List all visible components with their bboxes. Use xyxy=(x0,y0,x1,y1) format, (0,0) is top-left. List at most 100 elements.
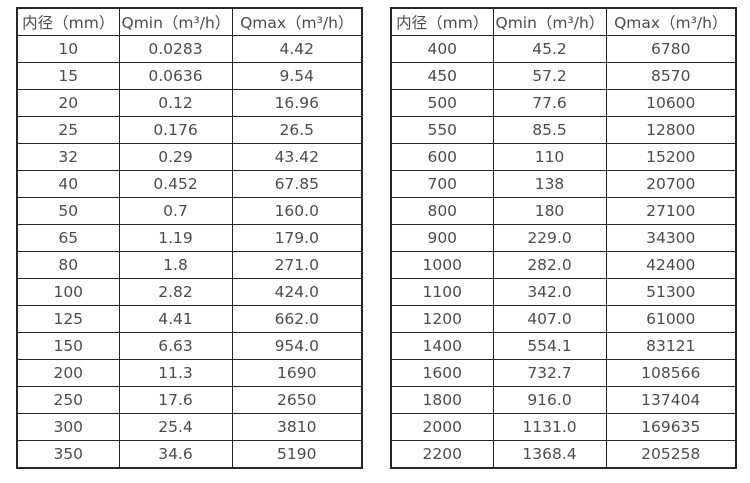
table-cell: 11.3 xyxy=(118,359,233,387)
table-cell: 0.0636 xyxy=(118,62,233,90)
table-cell: 34300 xyxy=(605,224,737,252)
table-row: 900 229.0 34300 xyxy=(390,224,737,252)
table-cell: 42400 xyxy=(605,251,737,279)
table-cell: 85.5 xyxy=(492,116,607,144)
table-cell: 250 xyxy=(16,386,120,414)
table-cell: 179.0 xyxy=(231,224,363,252)
table-cell: 4.42 xyxy=(231,35,363,63)
flow-spec-table-large-diameters: 内径（mm） Qmin（m³/h） Qmax（m³/h） 400 45.2 6780 45… xyxy=(390,7,737,469)
table-row: 25 0.176 26.5 xyxy=(16,116,363,144)
table-cell: 34.6 xyxy=(118,440,233,469)
table-cell: 424.0 xyxy=(231,278,363,306)
flow-spec-tables: 内径（mm） Qmin（m³/h） Qmax（m³/h） 10 0.0283 4.42 1… xyxy=(16,7,737,469)
table-cell: 2000 xyxy=(390,413,494,441)
table-cell: 108566 xyxy=(605,359,737,387)
table-cell: 1100 xyxy=(390,278,494,306)
table-cell: 27100 xyxy=(605,197,737,225)
table-cell: 2.82 xyxy=(118,278,233,306)
table-cell: 2650 xyxy=(231,386,363,414)
table-cell: 0.0283 xyxy=(118,35,233,63)
table-cell: 500 xyxy=(390,89,494,117)
table-cell: 57.2 xyxy=(492,62,607,90)
table-cell: 83121 xyxy=(605,332,737,360)
table-cell: 662.0 xyxy=(231,305,363,333)
table-cell: 350 xyxy=(16,440,120,469)
table-row: 300 25.4 3810 xyxy=(16,413,363,441)
column-header: Qmin（m³/h） xyxy=(492,7,607,36)
table-cell: 732.7 xyxy=(492,359,607,387)
table-cell: 40 xyxy=(16,170,120,198)
table-cell: 6780 xyxy=(605,35,737,63)
table-row: 450 57.2 8570 xyxy=(390,62,737,90)
table-cell: 125 xyxy=(16,305,120,333)
table-row: 32 0.29 43.42 xyxy=(16,143,363,171)
table-row: 350 34.6 5190 xyxy=(16,440,363,469)
table-row: 550 85.5 12800 xyxy=(390,116,737,144)
table-cell: 3810 xyxy=(231,413,363,441)
table-cell: 1131.0 xyxy=(492,413,607,441)
table-cell: 51300 xyxy=(605,278,737,306)
table-cell: 150 xyxy=(16,332,120,360)
table-cell: 0.29 xyxy=(118,143,233,171)
table-cell: 6.63 xyxy=(118,332,233,360)
table-cell: 10600 xyxy=(605,89,737,117)
table-cell: 100 xyxy=(16,278,120,306)
table-cell: 2200 xyxy=(390,440,494,469)
table-row: 600 110 15200 xyxy=(390,143,737,171)
column-header: 内径（mm） xyxy=(390,7,494,36)
table-cell: 169635 xyxy=(605,413,737,441)
table-cell: 180 xyxy=(492,197,607,225)
table-row: 150 6.63 954.0 xyxy=(16,332,363,360)
table-cell: 916.0 xyxy=(492,386,607,414)
table-cell: 25.4 xyxy=(118,413,233,441)
table-row: 100 2.82 424.0 xyxy=(16,278,363,306)
table-row: 65 1.19 179.0 xyxy=(16,224,363,252)
table-cell: 1800 xyxy=(390,386,494,414)
table-cell: 205258 xyxy=(605,440,737,469)
table-row: 800 180 27100 xyxy=(390,197,737,225)
table-cell: 954.0 xyxy=(231,332,363,360)
table-row: 1600 732.7 108566 xyxy=(390,359,737,387)
table-row: 15 0.0636 9.54 xyxy=(16,62,363,90)
table-cell: 1.19 xyxy=(118,224,233,252)
table-cell: 0.7 xyxy=(118,197,233,225)
table-cell: 4.41 xyxy=(118,305,233,333)
table-cell: 550 xyxy=(390,116,494,144)
table-row: 10 0.0283 4.42 xyxy=(16,35,363,63)
table-cell: 138 xyxy=(492,170,607,198)
column-header: Qmax（m³/h） xyxy=(605,7,737,36)
table-cell: 9.54 xyxy=(231,62,363,90)
table-cell: 17.6 xyxy=(118,386,233,414)
table-cell: 600 xyxy=(390,143,494,171)
table-cell: 45.2 xyxy=(492,35,607,63)
table-cell: 67.85 xyxy=(231,170,363,198)
table-row: 2200 1368.4 205258 xyxy=(390,440,737,469)
table-cell: 282.0 xyxy=(492,251,607,279)
table-row: 700 138 20700 xyxy=(390,170,737,198)
table-row: 80 1.8 271.0 xyxy=(16,251,363,279)
table-cell: 15200 xyxy=(605,143,737,171)
table-cell: 300 xyxy=(16,413,120,441)
table-cell: 8570 xyxy=(605,62,737,90)
table-cell: 50 xyxy=(16,197,120,225)
column-header: Qmin（m³/h） xyxy=(118,7,233,36)
table-cell: 12800 xyxy=(605,116,737,144)
table-cell: 700 xyxy=(390,170,494,198)
table-row: 200 11.3 1690 xyxy=(16,359,363,387)
table-cell: 0.452 xyxy=(118,170,233,198)
table-row: 500 77.6 10600 xyxy=(390,89,737,117)
table-row: 1200 407.0 61000 xyxy=(390,305,737,333)
table-cell: 26.5 xyxy=(231,116,363,144)
table-cell: 65 xyxy=(16,224,120,252)
table-cell: 0.12 xyxy=(118,89,233,117)
table-row: 125 4.41 662.0 xyxy=(16,305,363,333)
table-cell: 20700 xyxy=(605,170,737,198)
column-header: Qmax（m³/h） xyxy=(231,7,363,36)
column-header: 内径（mm） xyxy=(16,7,120,36)
table-cell: 32 xyxy=(16,143,120,171)
header-row: 内径（mm） Qmin（m³/h） Qmax（m³/h） xyxy=(16,7,363,36)
flow-spec-table-small-diameters: 内径（mm） Qmin（m³/h） Qmax（m³/h） 10 0.0283 4.42 1… xyxy=(16,7,363,469)
table-cell: 15 xyxy=(16,62,120,90)
table-cell: 1000 xyxy=(390,251,494,279)
table-cell: 77.6 xyxy=(492,89,607,117)
